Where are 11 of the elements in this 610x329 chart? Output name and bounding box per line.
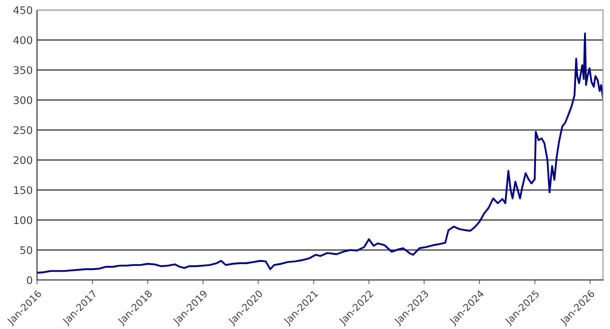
y-tick-label: 250	[14, 126, 32, 134]
y-tick-label: 0	[26, 276, 32, 284]
line-series	[37, 32, 603, 274]
y-tick-label: 100	[14, 216, 32, 224]
y-tick-label: 200	[14, 156, 32, 164]
y-tick-label: 350	[14, 66, 32, 74]
y-tick-label: 150	[14, 186, 32, 194]
y-tick-label: 400	[13, 36, 32, 44]
y-tick-label: 450	[13, 6, 32, 14]
y-tick-label: 300	[14, 96, 32, 104]
y-tick-label: 50	[20, 246, 32, 254]
